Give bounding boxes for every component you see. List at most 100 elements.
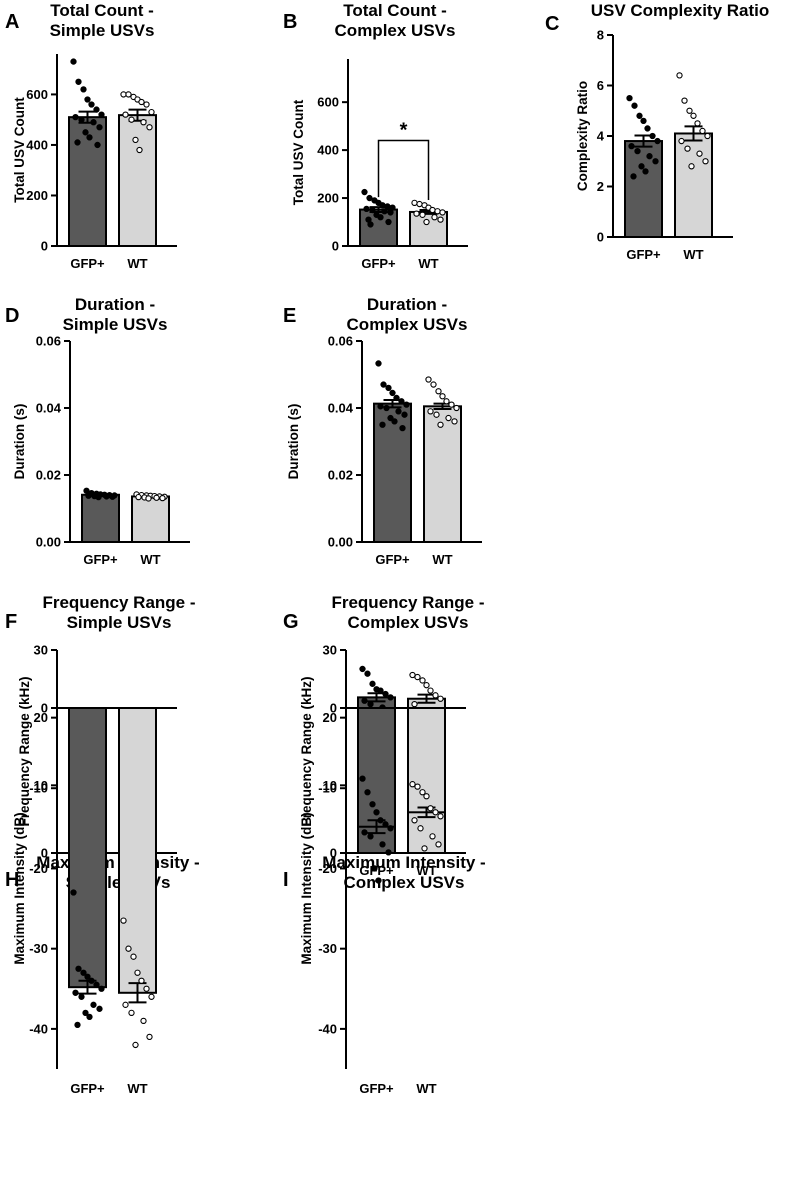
data-point — [380, 381, 387, 388]
data-point — [95, 493, 102, 501]
data-point — [387, 825, 394, 832]
data-point — [688, 163, 695, 170]
data-point — [628, 142, 635, 150]
data-point — [75, 78, 82, 85]
y-tick-label: -10 — [29, 781, 48, 796]
data-point — [96, 1005, 103, 1012]
data-point — [132, 1041, 139, 1049]
data-point — [138, 977, 145, 984]
data-point — [448, 401, 455, 408]
y-tick-label: 20 — [34, 710, 48, 725]
data-point — [146, 124, 153, 131]
panel-letter: D — [5, 305, 19, 327]
data-point — [78, 993, 85, 1000]
data-point — [423, 682, 430, 689]
data-point — [125, 91, 132, 98]
data-point — [72, 989, 79, 996]
data-point — [109, 493, 116, 500]
data-point — [96, 124, 103, 131]
bar-wt — [423, 405, 462, 544]
data-point — [417, 825, 424, 832]
data-point — [414, 783, 421, 790]
data-point — [413, 210, 420, 217]
data-point — [120, 917, 127, 924]
data-point — [638, 163, 645, 170]
data-point — [398, 398, 405, 405]
data-point — [409, 781, 416, 788]
data-point — [146, 1033, 153, 1041]
data-point — [443, 398, 450, 405]
y-tick-label: 10 — [323, 778, 337, 793]
y-axis-label: Maximum Intensity (dB) — [12, 812, 27, 964]
y-tick-label: -20 — [29, 861, 48, 876]
data-point — [409, 671, 416, 679]
title-line: Complex USVs — [335, 21, 456, 40]
data-point — [427, 408, 434, 415]
data-point — [94, 141, 101, 149]
data-point — [98, 111, 105, 118]
data-point — [364, 670, 371, 677]
data-point — [86, 1013, 93, 1021]
data-point — [416, 200, 423, 208]
data-point — [377, 687, 384, 694]
data-point — [644, 125, 651, 132]
data-point — [423, 793, 430, 800]
panel-title: Duration -Simple USVs — [63, 295, 168, 334]
data-point — [382, 690, 389, 698]
data-point — [379, 841, 386, 848]
data-point — [93, 981, 100, 988]
data-point — [636, 112, 643, 119]
y-tick-label: 200 — [26, 188, 48, 203]
data-point — [369, 206, 376, 214]
y-tick-label: 4 — [597, 129, 605, 144]
significance-label: * — [400, 120, 408, 142]
data-point — [361, 697, 368, 704]
y-axis-label: Total USV Count — [12, 97, 27, 203]
title-line: USV Complexity Ratio — [591, 1, 770, 20]
bar-wt — [131, 495, 170, 544]
data-point — [690, 112, 697, 119]
data-point — [367, 221, 374, 228]
y-tick-label: 10 — [34, 778, 48, 793]
data-point — [676, 72, 683, 79]
data-point — [80, 969, 87, 976]
data-point — [85, 492, 92, 499]
data-point — [382, 821, 389, 828]
panel-title: USV Complexity Ratio — [591, 1, 770, 20]
data-point — [642, 168, 649, 175]
data-point — [435, 388, 442, 395]
data-point — [432, 809, 439, 816]
panel-c: C USV Complexity Ratio 0 2 4 6 8 Complexity Rat… — [545, 1, 769, 262]
data-point — [403, 401, 410, 408]
data-point — [445, 414, 452, 422]
data-point — [122, 1001, 129, 1008]
data-point — [78, 116, 85, 123]
data-point — [387, 694, 394, 701]
data-point — [434, 208, 441, 215]
y-tick-label: 2 — [597, 179, 604, 194]
y-tick-label: 600 — [26, 87, 48, 102]
y-axis-label: Duration (s) — [286, 404, 301, 480]
data-point — [84, 973, 91, 980]
title-line: Total Count - — [50, 1, 154, 20]
category-label: GFP+ — [626, 247, 661, 262]
panel-letter: C — [545, 13, 559, 35]
y-tick-label: 0 — [41, 701, 48, 716]
data-point — [377, 214, 384, 221]
y-axis-label: Duration (s) — [12, 404, 27, 480]
data-point — [145, 495, 152, 502]
data-point — [72, 114, 79, 121]
data-point — [148, 993, 155, 1000]
data-point — [80, 86, 87, 93]
y-tick-label: 400 — [317, 143, 339, 158]
data-point — [652, 158, 659, 165]
data-point — [430, 381, 437, 388]
y-tick-label: 6 — [597, 78, 604, 93]
panel-title: Frequency Range -Simple USVs — [42, 593, 195, 632]
data-point — [120, 91, 127, 98]
data-point — [375, 360, 382, 367]
category-label: GFP+ — [83, 552, 118, 567]
y-tick-label: 0 — [332, 239, 339, 254]
category-label: WT — [683, 247, 703, 262]
